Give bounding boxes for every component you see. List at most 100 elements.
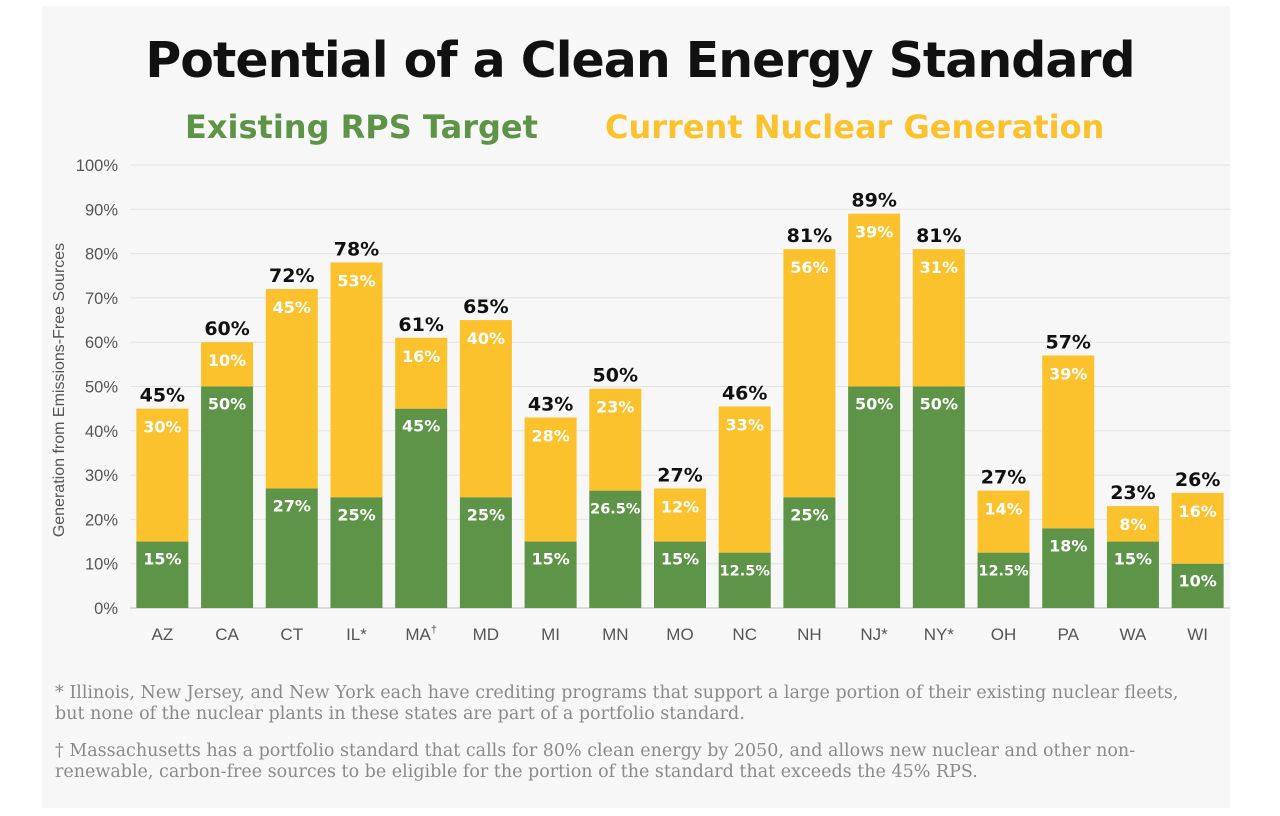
x-category-label: CT [280, 625, 303, 644]
bar-nuclear-segment [977, 490, 1030, 553]
nuclear-value-label: 31% [920, 258, 958, 277]
nuclear-value-label: 56% [790, 258, 828, 277]
total-value-label: 81% [916, 225, 961, 247]
x-category-label: NH [797, 625, 822, 644]
total-value-label: 72% [269, 265, 314, 287]
x-category-label: MD [473, 625, 499, 644]
bar-rps-segment [589, 490, 642, 608]
nuclear-value-label: 39% [855, 223, 893, 242]
x-category-label: NJ* [860, 625, 888, 644]
total-value-label: 23% [1110, 482, 1155, 504]
total-value-label: 65% [463, 296, 508, 318]
x-category-label: NC [732, 625, 757, 644]
nuclear-value-label: 10% [208, 351, 246, 370]
legend-rps: Existing RPS Target [185, 108, 538, 146]
rps-value-label: 10% [1178, 572, 1216, 591]
y-tick-label: 50% [85, 379, 118, 397]
bar-rps-segment [912, 386, 965, 608]
bar-nuclear-segment [1171, 492, 1224, 564]
y-tick-label: 0% [94, 600, 118, 618]
bar-nuclear-segment [330, 262, 383, 498]
x-category-label: MN [602, 625, 628, 644]
total-value-label: 57% [1045, 331, 1090, 353]
total-value-label: 61% [398, 314, 443, 336]
nuclear-value-label: 45% [273, 298, 311, 317]
total-value-label: 81% [787, 225, 832, 247]
y-tick-label: 70% [85, 290, 118, 308]
bar-nuclear-segment [589, 388, 642, 491]
x-category-label: WA [1120, 625, 1147, 644]
total-value-label: 27% [657, 464, 702, 486]
x-category-label: IL* [346, 625, 367, 644]
x-category-label: MA† [405, 624, 437, 644]
total-value-label: 43% [528, 394, 573, 416]
bar-nuclear-segment [654, 488, 706, 542]
total-value-label: 27% [981, 467, 1026, 489]
x-category-label: PA [1058, 625, 1080, 644]
rps-value-label: 12.5% [720, 564, 771, 580]
bar-rps-segment [265, 488, 318, 608]
rps-value-label: 12.5% [978, 564, 1029, 580]
bar-rps-segment [395, 408, 448, 608]
y-tick-label: 40% [85, 423, 118, 441]
total-value-label: 60% [204, 318, 249, 340]
nuclear-value-label: 16% [1178, 502, 1216, 521]
bar-rps-segment [1106, 541, 1159, 608]
bar-nuclear-segment [524, 417, 577, 542]
rps-value-label: 18% [1049, 536, 1087, 555]
bar-nuclear-segment [395, 337, 448, 409]
total-value-label: 26% [1175, 469, 1220, 491]
bar-nuclear-segment [912, 249, 965, 387]
total-value-label: 50% [593, 365, 638, 387]
x-category-label: WI [1187, 625, 1208, 644]
nuclear-value-label: 33% [726, 415, 764, 434]
rps-value-label: 15% [661, 550, 699, 569]
bar-nuclear-segment [1106, 506, 1159, 542]
rps-value-label: 15% [1114, 550, 1152, 569]
bar-nuclear-segment [136, 408, 189, 542]
x-category-label: AZ [151, 625, 173, 644]
rps-value-label: 25% [337, 505, 375, 524]
bar-nuclear-segment [783, 249, 836, 498]
bar-nuclear-segment [1042, 355, 1095, 529]
bar-nuclear-segment [848, 213, 901, 387]
nuclear-value-label: 30% [143, 418, 181, 437]
y-axis-label: Generation from Emissions-Free Sources [51, 243, 68, 537]
bar-rps-segment [783, 497, 836, 608]
bar-rps-segment [201, 386, 254, 608]
rps-value-label: 50% [920, 395, 958, 414]
rps-value-label: 25% [467, 505, 505, 524]
total-value-label: 78% [334, 238, 379, 260]
nuclear-value-label: 14% [984, 500, 1022, 519]
rps-value-label: 45% [402, 417, 440, 436]
rps-value-label: 26.5% [590, 502, 641, 518]
total-value-label: 46% [722, 382, 767, 404]
bar-nuclear-segment [718, 406, 771, 553]
bar-rps-segment [654, 541, 706, 608]
bar-rps-segment [718, 552, 771, 608]
x-category-label: MI [541, 625, 560, 644]
bar-rps-segment [1171, 563, 1224, 608]
nuclear-value-label: 53% [337, 271, 375, 290]
bar-rps-segment [524, 541, 577, 608]
y-tick-label: 30% [85, 467, 118, 485]
footnote-massachusetts: † Massachusetts has a portfolio standard… [55, 741, 1136, 782]
bar-nuclear-segment [201, 342, 254, 387]
y-tick-label: 100% [76, 157, 119, 175]
bar-rps-segment [459, 497, 512, 608]
bar-rps-segment [848, 386, 901, 608]
bar-nuclear-segment [265, 289, 318, 489]
total-value-label: 45% [140, 385, 185, 407]
nuclear-value-label: 23% [596, 398, 634, 417]
rps-value-label: 50% [855, 395, 893, 414]
y-tick-label: 90% [85, 201, 118, 219]
rps-value-label: 27% [273, 496, 311, 515]
bar-rps-segment [136, 541, 189, 608]
rps-value-label: 25% [790, 505, 828, 524]
rps-value-label: 50% [208, 395, 246, 414]
rps-value-label: 15% [531, 550, 569, 569]
nuclear-value-label: 8% [1119, 515, 1146, 534]
rps-value-label: 15% [143, 550, 181, 569]
nuclear-value-label: 39% [1049, 364, 1087, 383]
